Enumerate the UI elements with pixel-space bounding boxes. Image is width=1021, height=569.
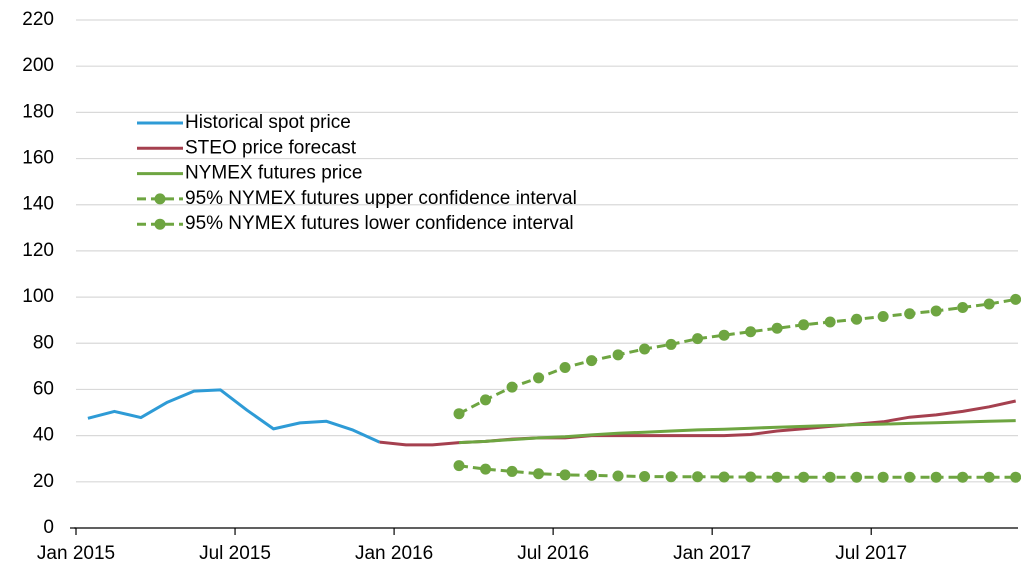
y-tick-label: 120 <box>22 240 54 261</box>
series-line <box>87 388 381 444</box>
point-marker <box>639 471 651 483</box>
point-marker <box>480 394 492 406</box>
point-marker <box>665 471 677 483</box>
x-tick-label: Jul 2016 <box>517 543 589 564</box>
legend-label: 95% NYMEX futures upper confidence inter… <box>185 188 577 209</box>
point-marker <box>877 310 889 322</box>
legend-marker <box>154 218 166 230</box>
point-marker <box>586 355 598 367</box>
y-tick-label: 160 <box>22 148 54 169</box>
x-tick-label: Jul 2017 <box>835 543 907 564</box>
point-marker <box>824 316 836 328</box>
point-marker <box>453 408 465 420</box>
y-tick-label: 0 <box>43 517 54 538</box>
series-line <box>458 464 1016 479</box>
point-marker <box>851 471 863 483</box>
point-marker <box>453 460 465 472</box>
point-marker <box>904 308 916 320</box>
y-tick-label: 20 <box>33 471 54 492</box>
point-marker <box>612 349 624 361</box>
point-marker <box>586 469 598 481</box>
point-marker <box>639 343 651 355</box>
point-marker <box>506 465 518 477</box>
point-marker <box>798 471 810 483</box>
x-tick-label: Jan 2016 <box>355 543 433 564</box>
legend-label: NYMEX futures price <box>185 163 362 184</box>
point-marker <box>745 326 757 338</box>
point-marker <box>930 471 942 483</box>
x-tick-label: Jan 2015 <box>37 543 115 564</box>
series-line <box>458 419 1016 445</box>
point-marker <box>983 298 995 310</box>
point-marker <box>798 319 810 331</box>
x-tick-label: Jan 2017 <box>673 543 751 564</box>
y-tick-label: 60 <box>33 378 54 399</box>
point-marker <box>904 471 916 483</box>
point-marker <box>506 381 518 393</box>
legend-label: 95% NYMEX futures lower confidence inter… <box>185 213 574 234</box>
x-tick-label: Jul 2015 <box>199 543 271 564</box>
point-marker <box>480 463 492 475</box>
legend-label: Historical spot price <box>185 112 351 133</box>
point-marker <box>665 338 677 350</box>
point-marker <box>692 471 704 483</box>
y-tick-label: 80 <box>33 332 54 353</box>
point-marker <box>957 471 969 483</box>
point-marker <box>957 301 969 313</box>
point-marker <box>851 313 863 325</box>
point-marker <box>771 322 783 334</box>
point-marker <box>824 471 836 483</box>
point-marker <box>877 471 889 483</box>
point-marker <box>930 305 942 317</box>
point-marker <box>1010 471 1021 483</box>
point-marker <box>692 333 704 345</box>
legend-label: STEO price forecast <box>185 137 357 158</box>
point-marker <box>718 471 730 483</box>
point-marker <box>1010 293 1021 305</box>
y-tick-label: 100 <box>22 286 54 307</box>
point-marker <box>612 470 624 482</box>
y-tick-label: 180 <box>22 101 54 122</box>
point-marker <box>983 471 995 483</box>
point-marker <box>559 362 571 374</box>
legend-marker <box>154 193 166 205</box>
y-tick-label: 220 <box>22 9 54 30</box>
point-marker <box>771 471 783 483</box>
y-tick-label: 200 <box>22 55 54 76</box>
point-marker <box>533 468 545 480</box>
series-line <box>458 297 1016 416</box>
point-marker <box>559 469 571 481</box>
y-tick-label: 140 <box>22 194 54 215</box>
point-marker <box>533 372 545 384</box>
y-tick-label: 40 <box>33 425 54 446</box>
point-marker <box>718 329 730 341</box>
point-marker <box>745 471 757 483</box>
